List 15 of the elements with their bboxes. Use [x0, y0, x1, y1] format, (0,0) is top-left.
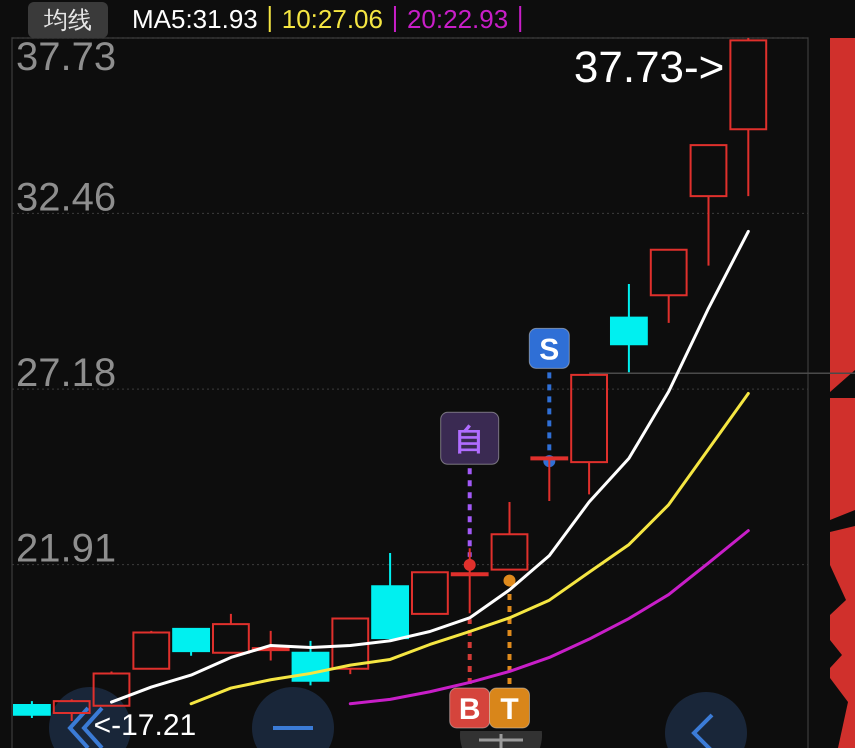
y-tick-label: 37.73 — [16, 35, 116, 79]
annotation-low: <-17.21 — [94, 709, 196, 742]
annotation: B — [458, 693, 481, 726]
y-tick-label: 32.46 — [16, 175, 116, 220]
legend-label: MA5:31.93 — [132, 4, 258, 34]
annotation-high: 37.73-> — [574, 43, 724, 92]
legend-title: 均线 — [28, 2, 108, 38]
annotation: T — [500, 693, 519, 726]
y-tick-label: 27.18 — [16, 351, 116, 396]
legend-label: 20:22.93 — [406, 4, 508, 34]
y-tick-label: 21.91 — [16, 526, 116, 571]
legend-title: 均线 — [43, 7, 92, 34]
annotation: 自 — [454, 423, 485, 456]
legend-label: 10:27.06 — [282, 4, 383, 34]
annotation: S — [539, 333, 560, 366]
